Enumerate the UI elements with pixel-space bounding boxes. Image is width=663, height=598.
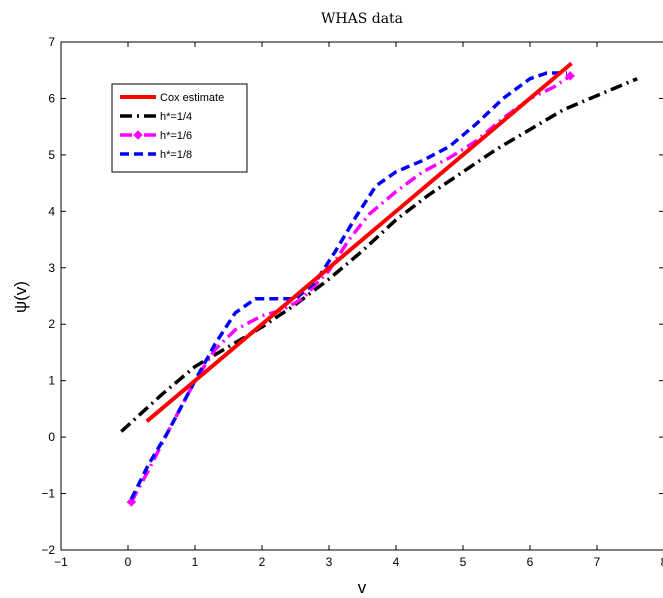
y-tick-label: 6 [48,91,55,105]
series-lines [120,61,638,507]
y-tick-label: 7 [48,35,55,49]
series-line-3 [129,71,567,500]
x-tick-label: 8 [661,555,663,569]
x-tick-label: 3 [326,555,333,569]
y-tick-label: 3 [48,261,55,275]
y-tick-label: 4 [48,204,55,218]
x-tick-label: 5 [460,555,467,569]
legend-marker [133,130,143,140]
x-tick-label: 6 [527,555,534,569]
x-tick-label: 7 [594,555,601,569]
y-tick-label: 0 [48,430,55,444]
x-tick-label: 2 [259,555,266,569]
x-tick-label: 1 [192,555,199,569]
series-marker [565,71,575,81]
chart-title: WHAS data [321,11,403,27]
y-tick-label: −1 [41,487,55,501]
y-tick-label: −2 [41,543,55,557]
x-tick-label: 4 [393,555,400,569]
legend-label: h*=1/4 [160,111,192,123]
series-marker [126,497,137,507]
plot-area-frame [60,41,663,551]
x-tick-label: −1 [54,555,68,569]
series-line-0 [145,61,573,423]
series-line-1 [120,77,638,433]
legend-label: h*=1/8 [160,149,192,161]
legend: Cox estimate h*=1/4 h*=1/6 h*=1/8 [111,83,248,173]
x-tick-label: 0 [125,555,132,569]
y-axis-label: ψ(v) [11,281,30,313]
x-axis-label: v [358,578,367,597]
legend-label: h*=1/6 [160,130,192,142]
y-tick-label: 5 [48,148,55,162]
y-tick-label: 1 [48,374,55,388]
y-tick-label: 2 [48,317,55,331]
legend-label: Cox estimate [160,92,224,104]
